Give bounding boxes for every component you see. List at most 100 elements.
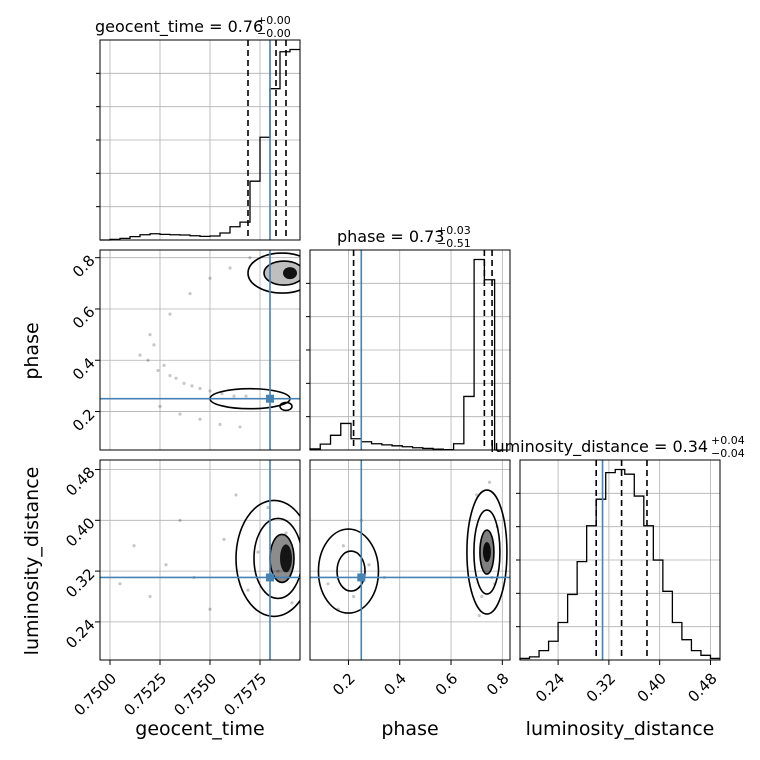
x-tick-label: 0.7550	[170, 670, 220, 720]
x-axis-label-geocent-time: geocent_time	[135, 718, 264, 740]
sample-point	[475, 493, 479, 497]
sample-point	[148, 594, 152, 599]
y-tick-label: 0.8	[69, 252, 99, 282]
x-tick-label: 0.48	[684, 670, 720, 706]
x-tick-label: 0.32	[583, 670, 619, 706]
sample-point	[220, 391, 224, 396]
y-tick-label: 0.2	[69, 405, 99, 435]
panel-frame	[309, 459, 511, 661]
sample-point	[198, 386, 202, 391]
panel-content	[100, 250, 300, 450]
density-core	[283, 267, 297, 280]
sample-point	[341, 544, 345, 548]
geocent-time-title-sup: +0.00	[257, 14, 291, 27]
contour	[235, 499, 300, 618]
x-tick-label: 0.24	[532, 670, 568, 706]
x-tick-label: 0.7500	[70, 670, 120, 720]
y-axis-label-phase: phase	[21, 322, 43, 379]
sample-point	[276, 569, 280, 573]
sample-point	[138, 353, 142, 357]
sample-point	[178, 412, 182, 416]
sample-point	[168, 312, 172, 316]
truth-marker	[357, 573, 366, 582]
contour	[473, 509, 501, 595]
panel-frame	[519, 459, 721, 661]
x-tick-label: 0.7575	[220, 670, 270, 720]
panel-frame	[99, 459, 301, 661]
y-axis-label-luminosity-distance: luminosity_distance	[21, 467, 43, 656]
x-tick-label: 0.6	[432, 670, 462, 700]
panel-frame	[99, 249, 301, 451]
y-tick-label: 0.6	[69, 303, 99, 333]
geocent-time-title-sub: −0.00	[257, 27, 291, 40]
y-tick-label: 0.48	[62, 463, 98, 499]
sample-point	[367, 563, 371, 567]
contour	[336, 550, 366, 592]
contour	[253, 517, 300, 600]
sample-point	[146, 358, 150, 362]
x-axis-label-phase: phase	[381, 718, 438, 740]
sample-point	[487, 480, 492, 484]
x-tick-label: 0.7525	[120, 670, 170, 720]
truth-marker	[266, 394, 274, 403]
sample-point	[256, 550, 260, 554]
contour	[317, 528, 380, 614]
x-tick-label: 0.8	[483, 670, 513, 700]
sample-point	[238, 425, 242, 429]
sample-point	[190, 384, 194, 388]
x-tick-label: 0.4	[380, 670, 410, 700]
contour	[247, 252, 300, 294]
phase-title: phase = 0.73	[337, 227, 444, 246]
sample-point	[290, 601, 294, 605]
sample-point	[132, 544, 136, 548]
histogram-step	[100, 48, 300, 241]
sample-point	[222, 537, 226, 541]
panel-frame	[309, 249, 511, 451]
sample-point	[158, 404, 162, 409]
sample-point	[326, 582, 330, 586]
panels: 0.7500 0.7525 0.7550 0.7575 0.2 0.4 0.6 0.8 0.24…	[62, 39, 721, 720]
sample-point	[218, 422, 222, 426]
sample-point	[208, 607, 212, 611]
sample-point	[266, 506, 270, 510]
x-axis-label-luminosity-distance: luminosity_distance	[526, 718, 715, 740]
sample-point	[208, 389, 212, 393]
sample-point	[152, 343, 156, 347]
x-tick-label: 0.40	[634, 670, 670, 706]
sample-point	[480, 594, 484, 599]
histogram-step	[519, 468, 720, 660]
sample-point	[208, 276, 212, 280]
contour	[263, 260, 300, 286]
luminosity-distance-title-sup: +0.04	[711, 434, 745, 447]
sample-point	[182, 381, 186, 385]
phase-title-sub: −0.51	[437, 237, 471, 250]
density-core	[280, 544, 292, 573]
geocent-time-title: geocent_time = 0.76	[95, 17, 263, 37]
sample-point	[174, 376, 178, 380]
luminosity-distance-title-sub: −0.04	[711, 447, 745, 460]
contour	[466, 489, 508, 615]
sample-point	[232, 394, 236, 398]
sample-point	[162, 363, 166, 367]
sample-point	[168, 374, 172, 378]
sample-point	[248, 256, 252, 260]
phase-title-sup: +0.03	[437, 224, 471, 237]
sample-point	[228, 266, 232, 270]
panel-content	[310, 460, 510, 660]
sample-point	[477, 613, 481, 618]
sample-point	[246, 588, 250, 592]
sample-point	[234, 493, 238, 497]
sample-point	[198, 417, 202, 421]
truth-marker	[266, 573, 274, 582]
sample-point	[118, 582, 122, 586]
y-tick-label: 0.24	[62, 616, 98, 652]
x-tick-label: 0.2	[329, 670, 359, 700]
sample-point	[178, 518, 182, 522]
y-tick-label: 0.32	[62, 565, 98, 601]
panel-content	[100, 460, 300, 660]
sample-point	[164, 563, 168, 567]
sample-point	[244, 394, 248, 398]
density-core	[482, 542, 491, 563]
sample-point	[351, 594, 356, 599]
